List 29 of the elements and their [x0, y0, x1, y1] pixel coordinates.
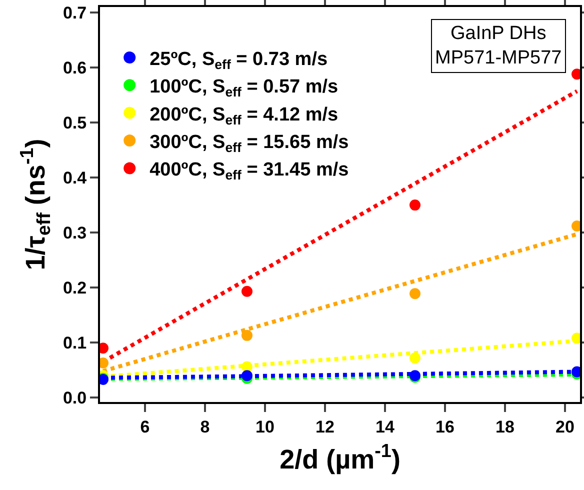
legend-label: 200ºC, S$_{eff}$ = 4.12 m/s: [150, 104, 338, 128]
x-tick-label: 10: [256, 417, 274, 436]
x-tick-label: 12: [316, 417, 334, 436]
legend-label: 25ºC, S$_{eff}$ = 0.73 m/s: [150, 48, 328, 72]
x-tick-label: 20: [556, 417, 574, 436]
legend-label: 400ºC, S$_{eff}$ = 31.45 m/s: [150, 160, 349, 183]
x-tick-label: 6: [140, 417, 150, 436]
x-tick-label: 8: [200, 417, 210, 436]
point: [410, 200, 420, 211]
x-tick-label: 14: [376, 417, 395, 436]
y-tick-label: 0.3: [62, 224, 87, 243]
legend-label: 300ºC, S$_{eff}$ = 15.65 m/s: [150, 132, 349, 155]
legend-label: 100ºC, S$_{eff}$ = 0.57 m/s: [150, 76, 338, 100]
y-tick-label: 0.1: [62, 334, 87, 353]
y-tick-label: 0.6: [62, 58, 87, 78]
y-tick-label: 0.7: [62, 3, 87, 22]
annotation: GaInP DHs MP571-MP577: [435, 23, 562, 69]
point: [410, 352, 420, 364]
point: [410, 288, 420, 300]
point: [242, 330, 252, 341]
x-axis-title: 2/d (µm$^{-1}$): [280, 440, 400, 474]
y-tick-label: 0.2: [62, 278, 87, 298]
x-tick-label: 18: [496, 417, 514, 436]
y-tick-label: 0.5: [62, 113, 87, 132]
point: [242, 370, 252, 382]
point: [242, 286, 252, 297]
y-tick-label: 0.0: [62, 388, 87, 408]
x-tick-label: 16: [436, 417, 454, 436]
y-tick-label: 0.4: [62, 168, 88, 188]
